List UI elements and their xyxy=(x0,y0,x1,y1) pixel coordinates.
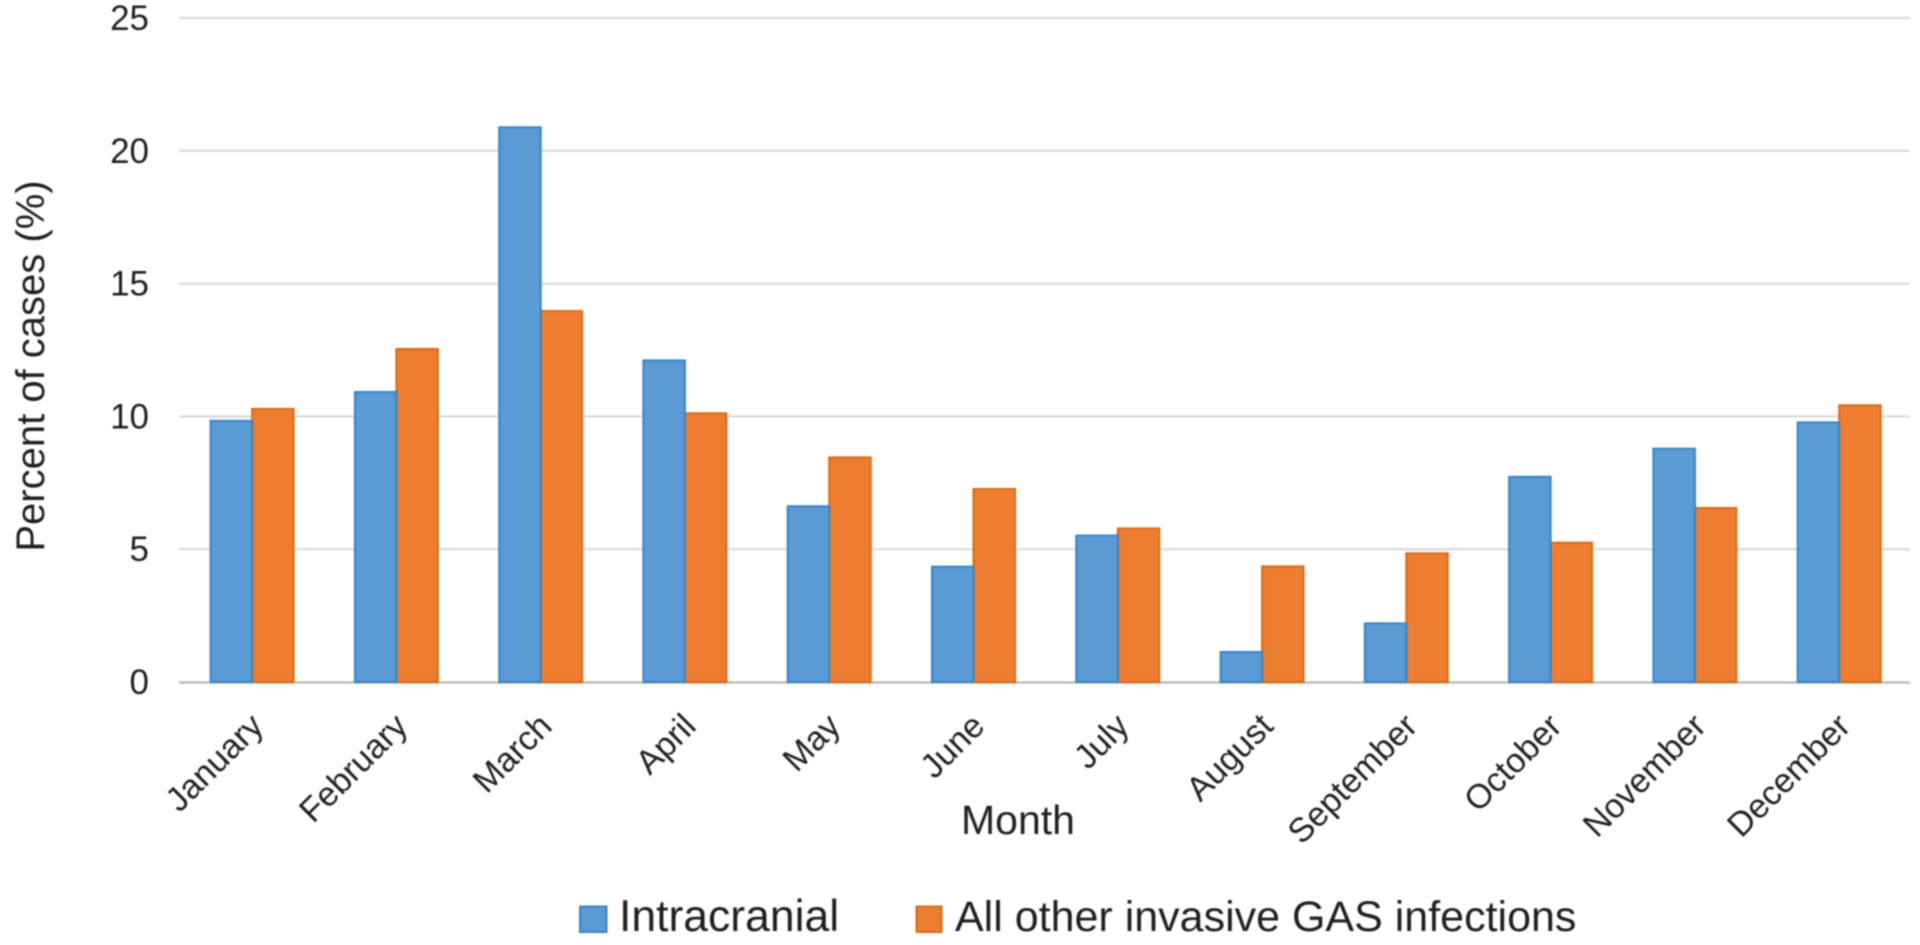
svg-text:20: 20 xyxy=(110,132,149,171)
svg-text:All other invasive GAS infecti: All other invasive GAS infections xyxy=(955,893,1576,940)
svg-text:Percent of cases (%): Percent of cases (%) xyxy=(9,180,53,551)
svg-text:25: 25 xyxy=(110,0,149,38)
svg-text:0: 0 xyxy=(130,663,149,702)
svg-text:15: 15 xyxy=(110,265,149,304)
svg-text:Month: Month xyxy=(961,797,1075,843)
svg-text:5: 5 xyxy=(130,530,149,569)
svg-text:Intracranial: Intracranial xyxy=(619,892,839,940)
svg-text:10: 10 xyxy=(110,397,149,436)
